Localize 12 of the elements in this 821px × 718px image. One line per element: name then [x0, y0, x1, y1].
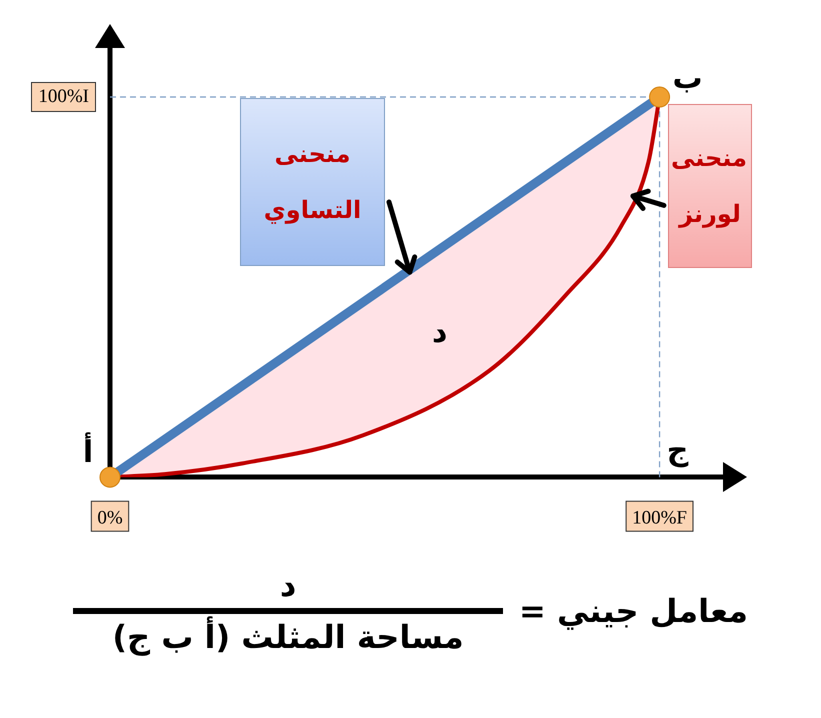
x-tick-label: 0% — [97, 508, 123, 529]
text: 100%I — [31, 82, 96, 112]
callout-box: منحنى التساوي — [240, 98, 385, 266]
text: مساحة المثلث (أ ب ج) — [112, 615, 464, 656]
callout-box: منحنى لورنز — [668, 104, 752, 268]
series-label: منحنى لورنز — [670, 143, 747, 230]
annotation: ج — [666, 433, 688, 468]
x-tick-label: 100%F — [632, 508, 688, 529]
text: د — [73, 566, 504, 614]
text: ب — [672, 61, 703, 96]
text: معامل جيني = — [519, 592, 748, 630]
annotation: د — [432, 314, 448, 350]
